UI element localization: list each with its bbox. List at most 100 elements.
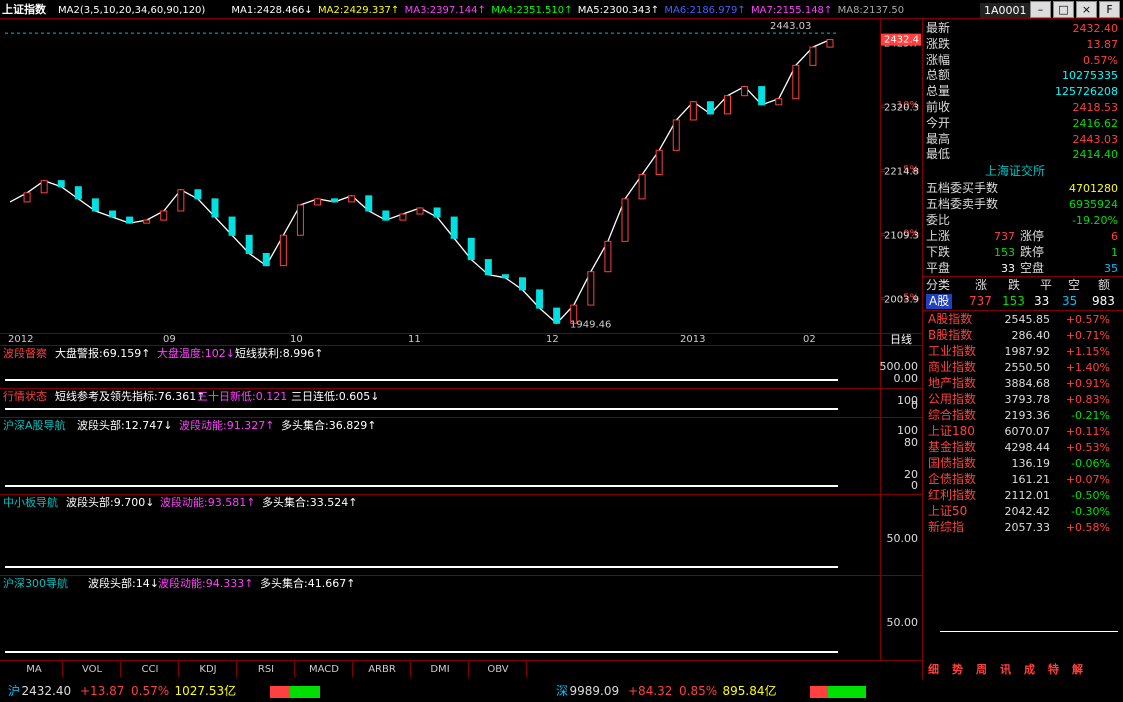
index-change: -0.30% — [1071, 505, 1110, 518]
side-tab[interactable]: 解 — [1072, 663, 1083, 676]
status-field: +84.32 — [628, 684, 673, 698]
panel-item: 短线获利:8.996↑ — [235, 347, 324, 360]
candle — [314, 198, 321, 206]
side-tab[interactable]: 势 — [952, 663, 963, 676]
panel-item: 波段头部:14↓ — [88, 577, 159, 590]
index-change: +1.40% — [1065, 361, 1110, 374]
indicator-tab[interactable]: DMI — [412, 662, 469, 677]
index-change: +0.57% — [1065, 313, 1110, 326]
order-value: 6935924 — [1069, 198, 1118, 211]
candle — [638, 174, 646, 200]
candle — [245, 234, 253, 254]
candle — [587, 271, 595, 306]
y-tick-label: 2003.9 — [884, 295, 919, 306]
quote-label: 前收 — [926, 100, 951, 114]
index-name: 公用指数 — [928, 392, 977, 406]
index-value: 2112.01 — [1004, 489, 1051, 502]
side-tab[interactable]: 周 — [976, 663, 987, 676]
panel-axis-label: 0 — [911, 399, 918, 412]
divider — [922, 276, 1123, 277]
index-value: 286.40 — [1011, 329, 1051, 342]
indicator-tab[interactable]: KDJ — [180, 662, 237, 677]
candle — [177, 189, 185, 212]
index-change: +0.83% — [1065, 393, 1110, 406]
candle — [194, 189, 202, 200]
panel-item: 三十日新低:0.121 — [197, 390, 288, 403]
breadth-value: 153 — [994, 246, 1015, 259]
index-value: 136.19 — [1011, 457, 1051, 470]
candle — [450, 216, 458, 239]
panel-item: 波段动能:94.333↑ — [158, 577, 254, 590]
side-tab[interactable]: 讯 — [1000, 663, 1011, 676]
status-field: 0.57% — [131, 684, 170, 698]
divider — [922, 310, 1123, 311]
indicator-tab[interactable]: MA — [6, 662, 63, 677]
side-tab[interactable]: 细 — [928, 663, 939, 676]
y-tick-label: 5% — [903, 164, 919, 175]
status-field: +13.87 — [80, 684, 125, 698]
window-button[interactable]: F — [1099, 1, 1120, 18]
index-change: +1.15% — [1065, 345, 1110, 358]
index-name: 红利指数 — [928, 488, 977, 502]
last-price: 2432.4 — [884, 35, 919, 46]
summary-cell: 33 — [1034, 294, 1050, 308]
summary-cell: 153 — [1002, 294, 1025, 308]
divider — [0, 345, 922, 346]
breadth-value: 6 — [1111, 230, 1118, 243]
index-value: 1987.92 — [1004, 345, 1051, 358]
summary-header: 空 — [1068, 278, 1081, 292]
panel-axis-label: 50.00 — [886, 532, 919, 545]
candle — [160, 210, 168, 221]
breadth-label: 下跌 — [926, 245, 951, 259]
y-tick-label: -5% — [900, 293, 919, 304]
ma-legend: MA2(3,5,10,20,34,60,90,120) — [58, 5, 206, 16]
candle — [570, 304, 578, 324]
candle — [826, 39, 834, 48]
candle — [775, 98, 783, 106]
indicator-tab[interactable]: VOL — [64, 662, 121, 677]
candle — [689, 101, 697, 121]
index-name: 商业指数 — [928, 360, 977, 374]
candle — [126, 216, 134, 224]
status-field: 895.84亿 — [722, 684, 777, 698]
summary-header: 额 — [1098, 278, 1111, 292]
candle — [467, 237, 475, 261]
breadth-label: 涨停 — [1020, 229, 1045, 243]
indicator-tab[interactable]: RSI — [238, 662, 295, 677]
candle — [382, 210, 390, 221]
indicator-tab[interactable]: OBV — [470, 662, 527, 677]
candle — [741, 86, 749, 97]
indicator-tab[interactable]: ARBR — [354, 662, 411, 677]
last-price-box — [881, 33, 921, 46]
breadth-value: 737 — [994, 230, 1015, 243]
index-name: 工业指数 — [928, 344, 977, 358]
index-value: 2193.36 — [1004, 409, 1051, 422]
index-value: 6070.07 — [1004, 425, 1051, 438]
window-button[interactable]: □ — [1053, 1, 1074, 18]
quote-value: 2414.40 — [1072, 148, 1119, 162]
summary-cell: 983 — [1092, 294, 1115, 308]
index-name: 国债指数 — [928, 456, 977, 470]
candle — [23, 192, 31, 203]
candle — [484, 259, 492, 276]
panel-title: 行情状态 — [3, 390, 47, 403]
indicator-tab[interactable]: CCI — [122, 662, 179, 677]
window-button[interactable]: × — [1076, 1, 1097, 18]
candle — [365, 195, 373, 212]
window-button[interactable]: – — [1030, 1, 1051, 18]
panel-item: 大盘警报:69.159↑ — [55, 347, 151, 360]
index-value: 4298.44 — [1004, 441, 1051, 454]
candle — [399, 213, 407, 221]
y-tick-label: 10% — [897, 100, 919, 111]
side-tab[interactable]: 特 — [1048, 663, 1059, 676]
index-name: B股指数 — [928, 328, 973, 342]
candle — [724, 95, 731, 115]
index-change: -0.21% — [1071, 409, 1110, 422]
candle — [348, 195, 356, 203]
candle — [74, 186, 82, 200]
side-tab[interactable]: 成 — [1024, 663, 1035, 676]
indicator-tab[interactable]: MACD — [296, 662, 353, 677]
quote-value: 2443.03 — [1072, 132, 1119, 146]
quote-value: 13.87 — [1086, 37, 1119, 51]
